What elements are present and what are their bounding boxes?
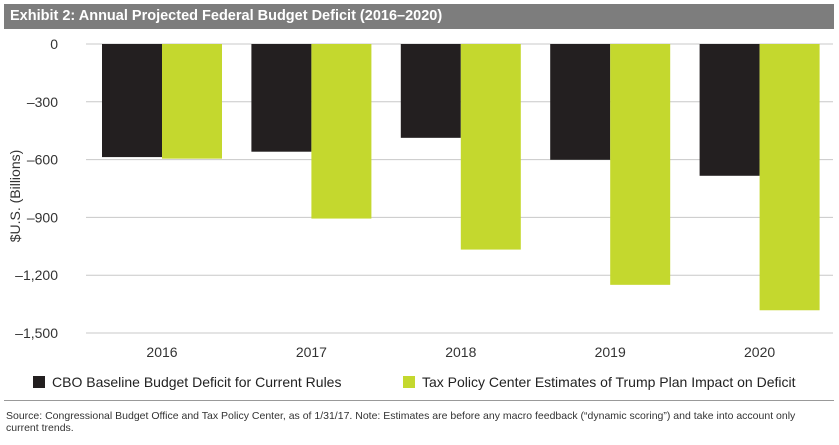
x-tick-label: 2019: [595, 344, 626, 360]
bar-cbo-2020: [699, 44, 760, 176]
legend-label-tpc: Tax Policy Center Estimates of Trump Pla…: [422, 374, 796, 390]
x-tick-label: 2020: [744, 344, 775, 360]
y-tick-label: –900: [27, 209, 58, 225]
chart-title-bar: Exhibit 2: Annual Projected Federal Budg…: [4, 4, 834, 29]
bar-cbo-2016: [102, 44, 162, 158]
bar-cbo-2019: [550, 44, 611, 160]
bar-tpc-2016: [162, 44, 222, 159]
legend-label-cbo: CBO Baseline Budget Deficit for Current …: [52, 374, 342, 390]
y-tick-label: 0: [50, 36, 58, 52]
legend-item-cbo: CBO Baseline Budget Deficit for Current …: [33, 374, 341, 390]
x-tick-label: 2017: [296, 344, 327, 360]
bar-tpc-2019: [610, 44, 671, 285]
y-tick-label: –300: [27, 94, 58, 110]
y-axis-ticks: 0 –300 –600 –900 –1,200 –1,500: [15, 36, 58, 341]
y-axis-label: $U.S. (Billions): [7, 150, 23, 243]
y-tick-label: –1,200: [15, 267, 58, 283]
y-tick-label: –1,500: [15, 325, 58, 341]
x-tick-label: 2016: [146, 344, 177, 360]
bars: [102, 44, 820, 311]
bar-chart: 0–300–600–900–1,200–1,500 2016 2017 2018 20…: [7, 36, 833, 360]
bar-tpc-2018: [460, 44, 521, 250]
y-tick-label: –600: [27, 152, 58, 168]
source-note: Source: Congressional Budget Office and …: [6, 410, 796, 434]
chart-title: Exhibit 2: Annual Projected Federal Budg…: [10, 8, 443, 24]
bar-cbo-2018: [400, 44, 461, 138]
divider: [4, 400, 834, 401]
legend-item-tpc: Tax Policy Center Estimates of Trump Pla…: [403, 374, 795, 390]
x-axis-ticks: 2016 2017 2018 2019 2020: [146, 344, 775, 360]
legend-swatch-tpc: [403, 376, 415, 388]
bar-tpc-2017: [311, 44, 372, 219]
legend-swatch-cbo: [33, 376, 45, 388]
bar-tpc-2020: [759, 44, 820, 311]
x-tick-label: 2018: [445, 344, 476, 360]
bar-cbo-2017: [251, 44, 312, 152]
